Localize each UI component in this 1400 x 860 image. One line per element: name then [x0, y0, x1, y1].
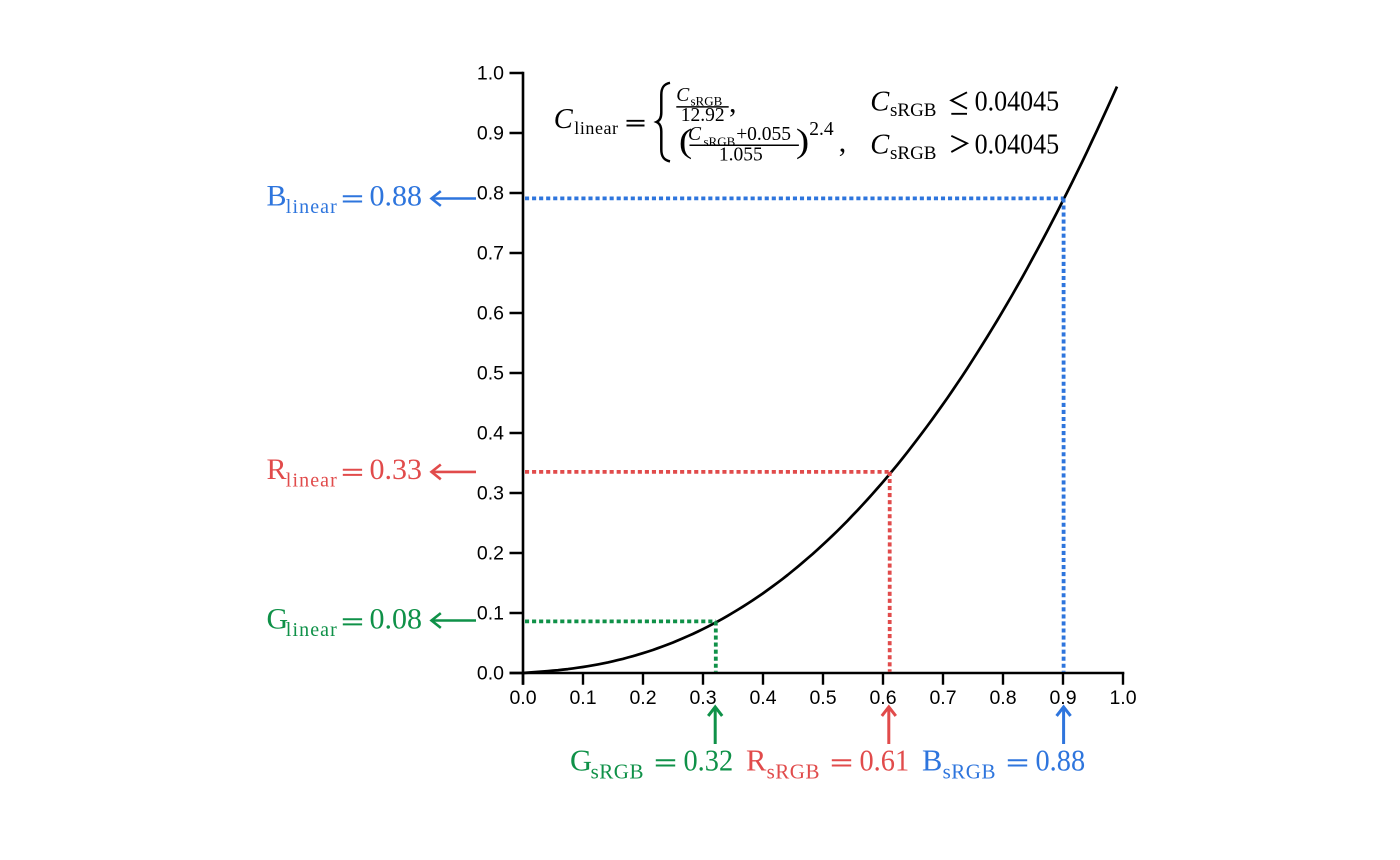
svg-text:linear: linear [286, 619, 338, 641]
svg-text:0.9: 0.9 [1049, 687, 1076, 709]
svg-text:C: C [676, 85, 690, 106]
svg-text:+0.055: +0.055 [736, 124, 791, 145]
svg-text:sRGB: sRGB [767, 759, 820, 783]
svg-text:,: , [839, 126, 847, 159]
svg-text:12.92: 12.92 [681, 105, 725, 126]
svg-text:0.8: 0.8 [477, 183, 504, 205]
svg-text:0.5: 0.5 [477, 363, 504, 385]
svg-text:0.2: 0.2 [477, 543, 504, 565]
svg-text:0.3: 0.3 [477, 483, 504, 505]
svg-text:linear: linear [286, 196, 338, 218]
svg-text:C: C [870, 87, 890, 118]
svg-text:0.04045: 0.04045 [975, 129, 1060, 160]
svg-text:G: G [570, 744, 592, 778]
svg-text:1.055: 1.055 [719, 144, 763, 165]
svg-text:0.1: 0.1 [569, 687, 596, 709]
svg-text:B: B [922, 744, 942, 778]
svg-text:R: R [746, 744, 767, 778]
svg-text:C: C [870, 130, 890, 161]
svg-text:0.08: 0.08 [370, 603, 423, 636]
svg-text:2.4: 2.4 [809, 119, 834, 140]
svg-text:B: B [267, 180, 287, 213]
svg-text:0.7: 0.7 [477, 243, 504, 265]
svg-text:sRGB: sRGB [890, 143, 936, 164]
svg-text:0.8: 0.8 [989, 687, 1016, 709]
svg-text:R: R [267, 453, 287, 486]
svg-text:0.0: 0.0 [509, 687, 536, 709]
svg-text:0.5: 0.5 [809, 687, 836, 709]
svg-text:0.88: 0.88 [1036, 745, 1086, 778]
svg-text:linear: linear [574, 118, 618, 138]
svg-text:linear: linear [286, 470, 338, 492]
svg-text:1.0: 1.0 [1109, 687, 1136, 709]
svg-text:sRGB: sRGB [943, 759, 996, 783]
svg-text:0.4: 0.4 [749, 687, 776, 709]
svg-text:0.2: 0.2 [629, 687, 656, 709]
svg-text:0.6: 0.6 [869, 687, 896, 709]
svg-text:sRGB: sRGB [890, 100, 936, 121]
svg-text:C: C [554, 104, 574, 135]
svg-text:0.9: 0.9 [477, 123, 504, 145]
svg-text:0.04045: 0.04045 [975, 86, 1060, 117]
svg-text:): ) [796, 123, 809, 160]
svg-text:1.0: 1.0 [477, 63, 504, 85]
svg-text:C: C [688, 124, 702, 145]
svg-text:G: G [267, 603, 289, 636]
svg-text:0.88: 0.88 [370, 180, 423, 213]
svg-text:0.1: 0.1 [477, 603, 504, 625]
svg-text:0.61: 0.61 [860, 745, 910, 778]
svg-text:0.6: 0.6 [477, 303, 504, 325]
svg-text:sRGB: sRGB [691, 94, 723, 109]
svg-text:0.3: 0.3 [689, 687, 716, 709]
svg-text:0.7: 0.7 [929, 687, 956, 709]
svg-text:sRGB: sRGB [591, 759, 644, 783]
svg-text:0.4: 0.4 [477, 423, 504, 445]
svg-text:(: ( [679, 123, 692, 160]
svg-text:0.32: 0.32 [684, 745, 734, 778]
svg-text:0.33: 0.33 [370, 453, 423, 486]
svg-text:0.0: 0.0 [477, 663, 504, 685]
svg-text:,: , [729, 86, 737, 119]
